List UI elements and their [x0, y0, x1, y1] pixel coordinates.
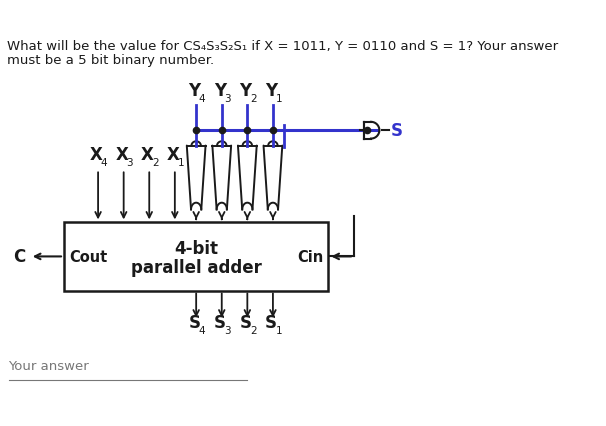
Text: X: X: [90, 145, 103, 163]
Text: 2: 2: [152, 158, 159, 167]
Text: Y: Y: [265, 81, 278, 99]
Text: S: S: [390, 122, 402, 140]
Text: 1: 1: [276, 94, 282, 104]
Text: X: X: [167, 145, 179, 163]
Text: S: S: [214, 313, 226, 331]
Text: 1: 1: [276, 325, 282, 335]
Text: 4: 4: [101, 158, 107, 167]
Text: parallel adder: parallel adder: [131, 258, 262, 276]
Text: C: C: [13, 248, 25, 266]
Text: 3: 3: [224, 325, 231, 335]
Text: 2: 2: [250, 325, 256, 335]
Text: Cout: Cout: [69, 249, 107, 264]
Text: X: X: [141, 145, 154, 163]
Text: Cin: Cin: [297, 249, 323, 264]
Text: Y: Y: [239, 81, 251, 99]
Text: 4: 4: [199, 325, 205, 335]
Text: 1: 1: [178, 158, 184, 167]
Bar: [64, 223, 328, 291]
Text: must be a 5 bit binary number.: must be a 5 bit binary number.: [7, 53, 214, 66]
Text: 2: 2: [250, 94, 256, 104]
Text: X: X: [116, 145, 128, 163]
Text: Y: Y: [214, 81, 226, 99]
Text: S: S: [188, 313, 201, 331]
Text: 4: 4: [199, 94, 205, 104]
Text: S: S: [239, 313, 251, 331]
Text: Your answer: Your answer: [8, 359, 89, 372]
Text: What will be the value for CS₄S₃S₂S₁ if X = 1011, Y = 0110 and S = 1? Your answe: What will be the value for CS₄S₃S₂S₁ if …: [7, 40, 558, 53]
Text: 3: 3: [126, 158, 133, 167]
Text: 3: 3: [224, 94, 231, 104]
Text: 4-bit: 4-bit: [174, 239, 218, 257]
Text: S: S: [265, 313, 277, 331]
Text: Y: Y: [188, 81, 201, 99]
